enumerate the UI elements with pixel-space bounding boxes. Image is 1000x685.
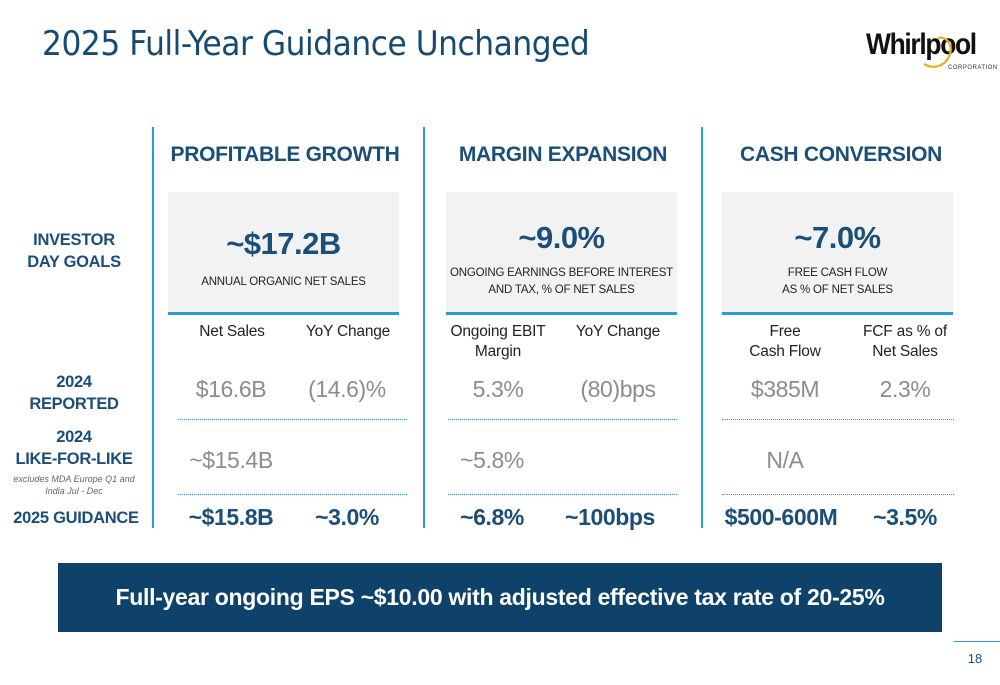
goal-description-line: FREE CASH FLOW bbox=[787, 267, 888, 279]
page-title: 2025 Full-Year Guidance Unchanged bbox=[42, 24, 590, 64]
eps-guidance-banner: Full-year ongoing EPS ~$10.00 with adjus… bbox=[58, 563, 942, 632]
page-number: 18 bbox=[967, 651, 983, 666]
row-label-line: 2024 bbox=[56, 373, 92, 391]
reported-free-cash-flow: $385M bbox=[750, 376, 820, 402]
col-header-ongoing-ebit-margin: Ongoing EBIT Margin bbox=[438, 322, 558, 362]
logo-tagline: CORPORATION bbox=[948, 65, 998, 71]
reported-fcf-pct: 2.3% bbox=[879, 376, 931, 402]
col-header-line: Cash Flow bbox=[749, 343, 821, 360]
row-label-2024-like-for-like: 2024 LIKE-FOR-LIKE bbox=[4, 426, 144, 470]
col-header-fcf-pct-net-sales: FCF as % of Net Sales bbox=[845, 322, 965, 362]
reported-net-sales: $16.6B bbox=[195, 376, 267, 402]
goal-description-line: AND TAX, % OF NET SALES bbox=[488, 284, 635, 296]
col-header-yoy-change: YoY Change bbox=[288, 322, 408, 342]
heading-profitable-growth: PROFITABLE GROWTH bbox=[170, 143, 400, 166]
reported-net-sales-yoy: (14.6)% bbox=[308, 376, 386, 402]
lfl-net-sales: ~$15.4B bbox=[189, 447, 273, 473]
like-for-like-note: excludes MDA Europe Q1 and India Jul - D… bbox=[4, 473, 144, 497]
goal-description-line: ONGOING EARNINGS BEFORE INTEREST bbox=[450, 267, 673, 279]
col-header-line: Free bbox=[769, 323, 801, 340]
col-header-free-cash-flow: Free Cash Flow bbox=[725, 322, 845, 362]
note-line: India Jul - Dec bbox=[45, 486, 103, 496]
goal-description-line: ANNUAL ORGANIC NET SALES bbox=[201, 276, 366, 288]
row-label-line: DAY GOALS bbox=[27, 253, 121, 271]
note-line: excludes MDA Europe Q1 and bbox=[13, 474, 135, 484]
row-separator bbox=[448, 419, 677, 420]
heading-cash-conversion: CASH CONVERSION bbox=[739, 143, 943, 166]
row-separator bbox=[448, 494, 677, 495]
row-separator bbox=[722, 494, 954, 495]
guidance-net-sales: ~$15.8B bbox=[188, 504, 274, 530]
row-label-2024-reported: 2024 REPORTED bbox=[4, 371, 144, 415]
goal-description: ANNUAL ORGANIC NET SALES bbox=[168, 274, 399, 291]
guidance-ebit-yoy: ~100bps bbox=[565, 504, 655, 530]
row-label-line: INVESTOR bbox=[33, 231, 115, 249]
swirl-icon bbox=[923, 36, 952, 68]
lfl-free-cash-flow: N/A bbox=[766, 447, 804, 473]
col-header-line: Net Sales bbox=[872, 343, 938, 360]
row-label-line: LIKE-FOR-LIKE bbox=[15, 450, 133, 468]
heading-margin-expansion: MARGIN EXPANSION bbox=[458, 143, 668, 166]
goal-description: ONGOING EARNINGS BEFORE INTEREST AND TAX… bbox=[446, 265, 677, 299]
divider-left bbox=[152, 127, 154, 528]
col-header-net-sales: Net Sales bbox=[172, 322, 292, 342]
guidance-net-sales-yoy: ~3.0% bbox=[315, 504, 379, 530]
reported-ebit-margin: 5.3% bbox=[472, 376, 524, 402]
row-label-line: 2024 bbox=[56, 428, 92, 446]
goal-value: ~9.0% bbox=[518, 220, 605, 255]
goal-box-profitable-growth: ~$17.2B ANNUAL ORGANIC NET SALES bbox=[168, 192, 399, 315]
row-separator bbox=[178, 494, 407, 495]
col-header-line: Margin bbox=[474, 343, 522, 360]
page-number-rule bbox=[954, 641, 1000, 642]
guidance-fcf-pct: ~3.5% bbox=[873, 504, 937, 530]
row-label-2025-guidance: 2025 GUIDANCE bbox=[13, 509, 139, 527]
row-label-line: REPORTED bbox=[29, 395, 119, 413]
col-header-line: YoY Change bbox=[305, 323, 391, 340]
row-separator bbox=[722, 419, 954, 420]
goal-value: ~7.0% bbox=[794, 220, 881, 255]
whirlpool-logo: Whirlpool CORPORATION bbox=[866, 24, 997, 76]
col-header-line: Net Sales bbox=[199, 323, 265, 340]
goal-box-margin-expansion: ~9.0% ONGOING EARNINGS BEFORE INTEREST A… bbox=[446, 192, 677, 315]
lfl-ebit-margin: ~5.8% bbox=[460, 447, 524, 473]
guidance-ebit-margin: ~6.8% bbox=[460, 504, 524, 530]
col-header-line: YoY Change bbox=[575, 323, 661, 340]
goal-box-cash-conversion: ~7.0% FREE CASH FLOW AS % OF NET SALES bbox=[722, 192, 953, 315]
col-header-yoy-change: YoY Change bbox=[558, 322, 678, 342]
col-header-line: FCF as % of bbox=[863, 323, 947, 340]
goal-description: FREE CASH FLOW AS % OF NET SALES bbox=[722, 265, 953, 299]
goal-value: ~$17.2B bbox=[226, 226, 341, 261]
logo-wordmark: Whirlpool bbox=[866, 28, 977, 61]
divider-middle-left bbox=[423, 127, 425, 528]
row-separator bbox=[178, 419, 407, 420]
reported-ebit-yoy: (80)bps bbox=[580, 376, 656, 402]
guidance-free-cash-flow: $500-600M bbox=[724, 504, 838, 530]
divider-middle-right bbox=[701, 127, 703, 528]
row-label-investor-day-goals: INVESTOR DAY GOALS bbox=[4, 229, 144, 273]
col-header-line: Ongoing EBIT bbox=[450, 323, 546, 340]
goal-description-line: AS % OF NET SALES bbox=[782, 284, 893, 296]
